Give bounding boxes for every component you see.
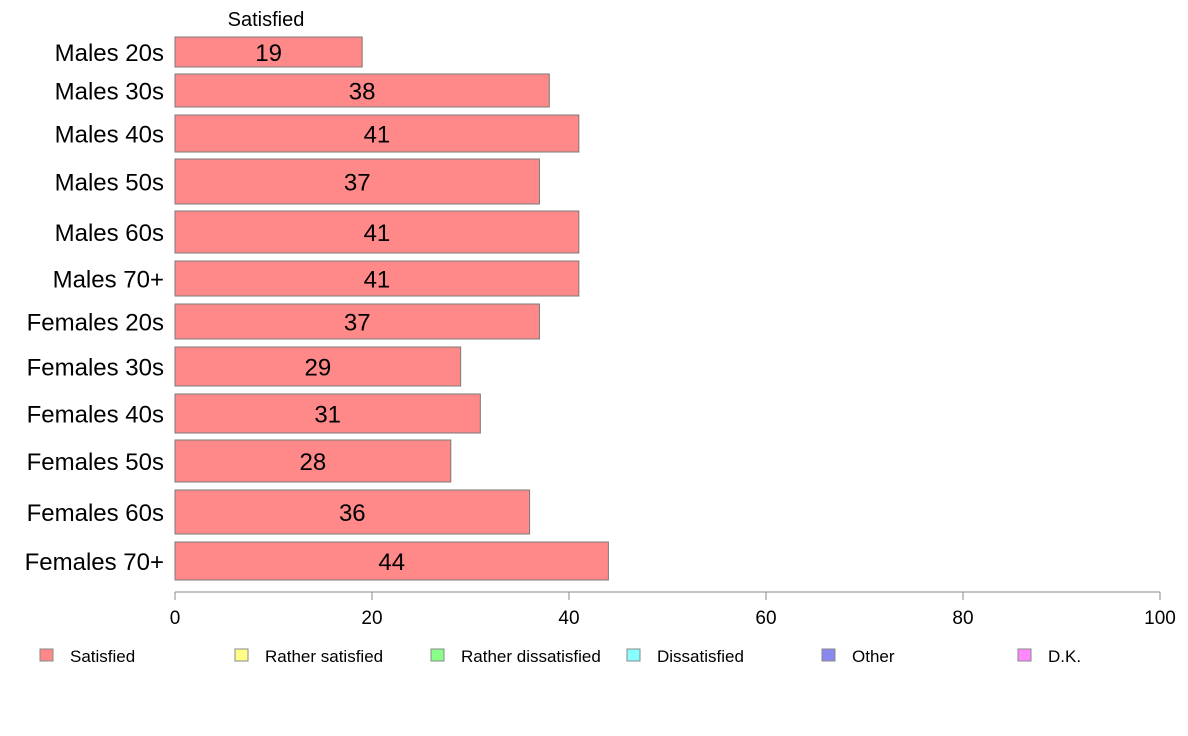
legend-label: Other [852, 647, 895, 666]
bar-4 [174, 158, 540, 205]
category-label: Females 30s [27, 355, 164, 382]
category-label: Males 30s [55, 79, 164, 106]
bar-1 [174, 36, 363, 68]
x-tick-label: 60 [755, 608, 776, 629]
bar-value-label: 41 [364, 220, 391, 247]
bar-5 [174, 210, 580, 254]
bar-value-label: 41 [364, 122, 391, 149]
bar-value-label: 31 [314, 402, 341, 429]
legend-swatch [234, 648, 249, 662]
x-tick-label: 40 [558, 608, 579, 629]
category-label: Males 40s [55, 122, 164, 149]
x-tick-label: 100 [1144, 608, 1176, 629]
bar-value-label: 38 [349, 79, 376, 106]
legend-label: Rather dissatisfied [461, 647, 601, 666]
bars-group: 19 38 41 37 41 41 37 29 31 28 36 44 [174, 36, 609, 581]
legend-label: D.K. [1048, 647, 1081, 666]
bar-value-label: 19 [255, 40, 282, 67]
category-label: Females 40s [27, 402, 164, 429]
category-label: Females 70+ [25, 549, 164, 576]
bar-value-label: 37 [344, 170, 371, 197]
category-label: Males 50s [55, 170, 164, 197]
legend-swatch [39, 648, 54, 662]
x-tick-label: 0 [170, 608, 181, 629]
category-label: Males 70+ [53, 267, 164, 294]
bar-9 [174, 393, 481, 434]
bar-value-label: 37 [344, 310, 371, 337]
bar-value-label: 41 [364, 267, 391, 294]
series-header: Satisfied [228, 9, 305, 31]
legend-swatch [1017, 648, 1032, 662]
category-label: Females 50s [27, 449, 164, 476]
category-label: Females 20s [27, 310, 164, 337]
bar-12 [174, 541, 609, 581]
bar-10 [174, 439, 452, 483]
bar-3 [174, 114, 580, 153]
legend-swatch [821, 648, 836, 662]
bar-6 [174, 260, 580, 297]
legend: Satisfied Rather satisfied Rather dissatis… [39, 647, 1081, 666]
category-label: Females 60s [27, 500, 164, 527]
legend-swatch [430, 648, 445, 662]
bar-11 [174, 489, 531, 535]
x-axis: 0 20 40 60 80 100 [170, 591, 1176, 629]
x-tick-label: 80 [952, 608, 973, 629]
legend-label: Rather satisfied [265, 647, 383, 666]
bar-value-label: 28 [300, 449, 327, 476]
legend-swatch [626, 648, 641, 662]
x-tick-label: 20 [361, 608, 382, 629]
bar-value-label: 44 [378, 549, 405, 576]
bar-8 [174, 346, 462, 387]
category-label: Males 60s [55, 220, 164, 247]
bar-value-label: 29 [304, 355, 331, 382]
bar-2 [174, 73, 550, 108]
category-labels: Males 20s Males 30s Males 40s Males 50s Male… [25, 40, 164, 576]
category-label: Males 20s [55, 40, 164, 67]
legend-label: Dissatisfied [657, 647, 744, 666]
bar-7 [174, 303, 540, 340]
legend-label: Satisfied [70, 647, 135, 666]
bar-value-label: 36 [339, 500, 366, 527]
